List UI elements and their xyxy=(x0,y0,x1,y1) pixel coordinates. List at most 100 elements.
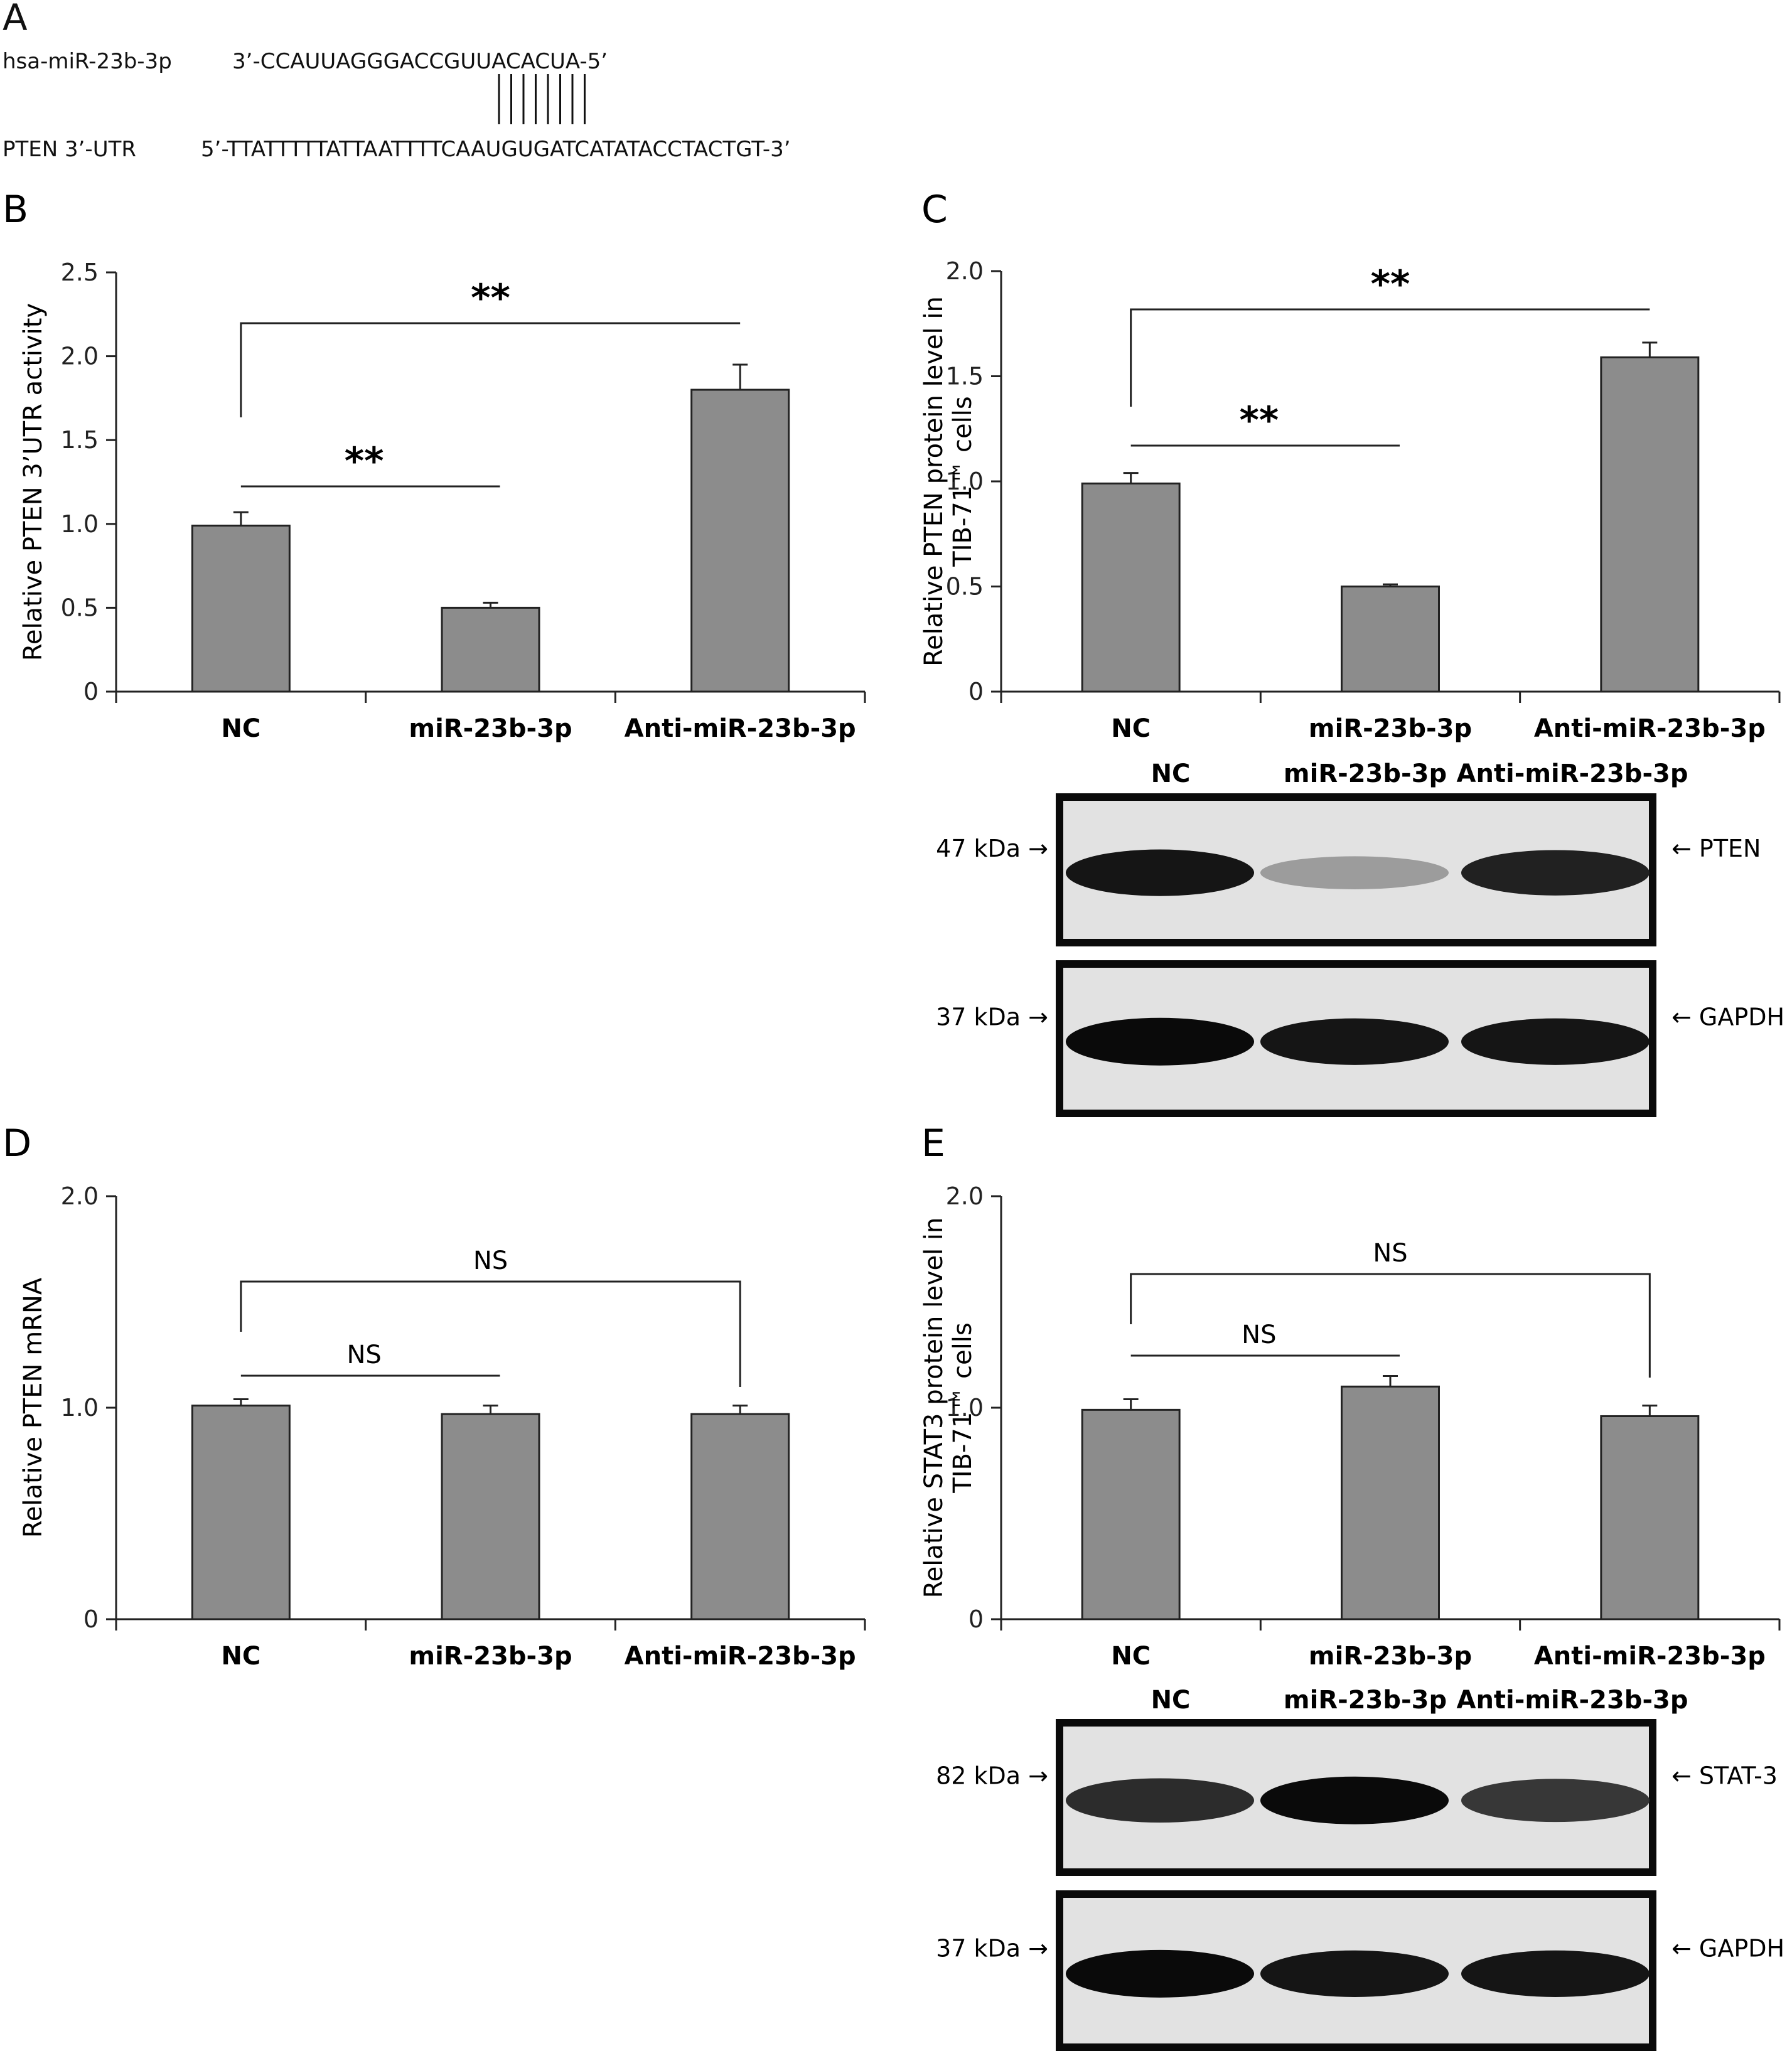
significance-bracket xyxy=(240,322,741,417)
x-tick-label: Anti-miR-23b-3p xyxy=(1534,714,1766,743)
y-tick-label: 1.5 xyxy=(946,363,984,390)
blot-lane-label: miR-23b-3p xyxy=(1284,1686,1447,1715)
significance-label: ** xyxy=(1371,262,1410,306)
bar xyxy=(1600,356,1700,693)
y-tick-label: 0 xyxy=(83,1605,99,1633)
x-tick-label: NC xyxy=(221,1642,260,1671)
blot-lane-label: NC xyxy=(1151,1686,1191,1715)
panel-a-letter: A xyxy=(3,0,28,39)
significance-label: NS xyxy=(473,1246,508,1275)
y-axis-label: Relative PTEN mRNA xyxy=(19,1277,48,1538)
utr-label: PTEN 3’-UTR xyxy=(3,137,136,162)
x-tick-label: miR-23b-3p xyxy=(409,1642,572,1671)
blot-size-label: 37 kDa → xyxy=(936,1003,1048,1031)
blot-lane-label: NC xyxy=(1151,759,1191,788)
panel-letter: E xyxy=(921,1122,945,1165)
x-tick-label: miR-23b-3p xyxy=(1309,1642,1472,1671)
blot-protein-label: ← STAT-3 xyxy=(1671,1762,1778,1789)
x-tick-label: NC xyxy=(1111,714,1151,743)
x-tick-label: Anti-miR-23b-3p xyxy=(1534,1642,1766,1671)
y-axis-label: TIB-71™ cells xyxy=(948,396,977,567)
charts: B 0 0.5 1.0 1.5 2.0 2.5 NC miR-23b-3p Anti-miR-23… xyxy=(3,188,1781,1671)
mirna-sequence: 3’-CCAUUAGGGACCGUUACACUA-5’ xyxy=(232,49,608,74)
x-tick-label: miR-23b-3p xyxy=(1309,714,1472,743)
blot-band xyxy=(1260,1950,1449,1997)
blot-size-label: 37 kDa → xyxy=(936,1934,1048,1962)
x-tick-label: miR-23b-3p xyxy=(409,714,572,743)
mirna-label: hsa-miR-23b-3p xyxy=(3,49,172,74)
blot-band xyxy=(1066,849,1254,896)
blot-band xyxy=(1260,1776,1449,1824)
y-tick-label: 0 xyxy=(968,1605,984,1633)
chart-panel-d: D 0 1.0 2.0 NC miR-23b-3p Anti-miR-23b-3p NS NS R… xyxy=(3,1122,866,1671)
panel-letter: D xyxy=(3,1122,31,1165)
bar xyxy=(690,1413,790,1620)
panel-letter: B xyxy=(3,188,28,232)
x-tick-label: NC xyxy=(221,714,260,743)
y-axis-label: Relative PTEN 3’UTR activity xyxy=(19,303,48,661)
blot-band xyxy=(1461,1018,1650,1065)
blot-band xyxy=(1461,850,1650,896)
blot-protein-label: ← GAPDH xyxy=(1671,1934,1784,1962)
y-tick-label: 1.0 xyxy=(61,1394,99,1422)
significance-label: ** xyxy=(1239,399,1279,442)
significance-bracket xyxy=(1130,308,1650,407)
blot-band xyxy=(1461,1950,1650,1997)
x-tick-label: Anti-miR-23b-3p xyxy=(625,714,856,743)
significance-label: ** xyxy=(471,276,510,320)
y-tick-label: 2.0 xyxy=(946,1182,984,1210)
bar xyxy=(690,388,790,693)
x-tick-label: Anti-miR-23b-3p xyxy=(625,1642,856,1671)
significance-bracket xyxy=(1130,1273,1651,1378)
blot-band xyxy=(1066,1949,1254,1998)
bar xyxy=(1600,1415,1700,1620)
blot-band xyxy=(1066,1778,1254,1823)
bar xyxy=(191,524,291,693)
blot-size-label: 47 kDa → xyxy=(936,835,1048,862)
y-tick-label: 0 xyxy=(968,678,984,705)
blot-lane-label: Anti-miR-23b-3p xyxy=(1456,759,1688,788)
bar xyxy=(191,1405,291,1620)
y-tick-label: 1.0 xyxy=(946,1394,984,1422)
y-tick-label: 1.0 xyxy=(946,468,984,495)
blot-band xyxy=(1260,1018,1449,1065)
bar xyxy=(1341,1385,1440,1620)
bar xyxy=(1081,1408,1181,1620)
western-blots: NC miR-23b-3p Anti-miR-23b-3p 47 kDa → ← PTE… xyxy=(936,759,1784,2051)
blot-band xyxy=(1461,1779,1650,1823)
significance-label: NS xyxy=(347,1341,382,1369)
bar xyxy=(441,606,540,693)
y-tick-label: 2.0 xyxy=(61,343,99,370)
panel-letter: C xyxy=(921,188,948,232)
significance-bracket xyxy=(240,1280,741,1387)
significance-label: ** xyxy=(345,439,384,483)
x-tick-label: NC xyxy=(1111,1642,1151,1671)
y-tick-label: 0.5 xyxy=(946,573,984,601)
chart-panel-b: B 0 0.5 1.0 1.5 2.0 2.5 NC miR-23b-3p Anti-miR-23… xyxy=(3,188,866,743)
base-pairing-lines xyxy=(498,74,586,124)
y-tick-label: 1.5 xyxy=(61,426,99,454)
blot-band xyxy=(1260,856,1449,889)
bar xyxy=(441,1413,540,1620)
blot-protein-label: ← PTEN xyxy=(1671,835,1761,862)
y-axis-label: TIB-71™ cells xyxy=(948,1322,977,1493)
blot-panel-e: NC miR-23b-3p Anti-miR-23b-3p 82 kDa → ← STA… xyxy=(936,1686,1784,2051)
significance-label: NS xyxy=(1373,1239,1407,1268)
blot-panel-c: NC miR-23b-3p Anti-miR-23b-3p 47 kDa → ← PTE… xyxy=(936,759,1784,1117)
blot-lane-label: Anti-miR-23b-3p xyxy=(1456,1686,1688,1715)
blot-lane-label: miR-23b-3p xyxy=(1284,759,1447,788)
chart-panel-c: C 0 0.5 1.0 1.5 2.0 NC miR-23b-3p Anti-miR-23b-3… xyxy=(920,188,1781,743)
blot-size-label: 82 kDa → xyxy=(936,1762,1048,1789)
utr-sequence: 5’-TTATTTTTATTAATTTTCAAUGUGATCATATACCTAC… xyxy=(201,137,791,162)
y-tick-label: 2.0 xyxy=(61,1182,99,1210)
y-tick-label: 2.0 xyxy=(946,257,984,285)
y-tick-label: 1.0 xyxy=(61,510,99,538)
bar xyxy=(1341,586,1440,693)
y-axis-label: Relative PTEN protein level in xyxy=(920,296,948,667)
blot-protein-label: ← GAPDH xyxy=(1671,1003,1784,1031)
y-tick-label: 2.5 xyxy=(61,259,99,286)
y-tick-label: 0.5 xyxy=(61,594,99,621)
y-tick-label: 0 xyxy=(83,678,99,705)
y-axis-label: Relative STAT3 protein level in xyxy=(920,1218,948,1598)
